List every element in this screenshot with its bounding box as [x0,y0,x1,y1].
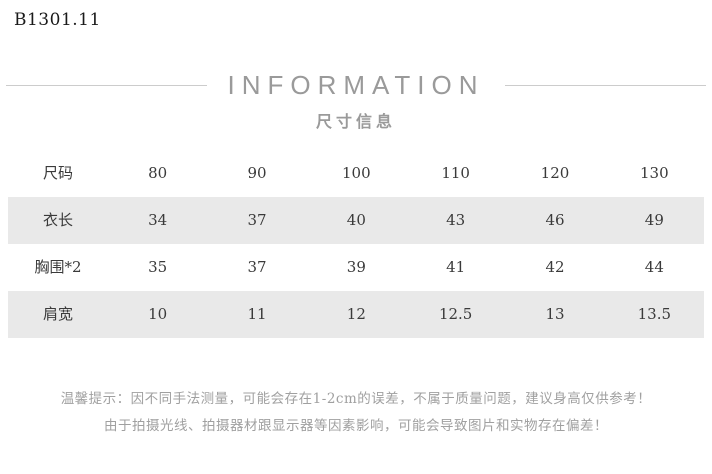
table-cell: 49 [644,211,664,229]
table-cell: 10 [148,305,168,323]
table-cell: 13.5 [637,305,672,323]
title-row: INFORMATION [6,70,706,101]
row-label: 衣长 [42,211,73,229]
row-label: 肩宽 [42,305,73,323]
table-cell: 43 [446,211,466,229]
table-row: 衣长 34 37 40 43 46 49 [8,197,704,244]
divider-line-left [6,85,208,86]
column-header: 90 [247,164,267,182]
table-cell: 37 [247,258,267,276]
table-row: 胸围*2 35 37 39 41 42 44 [8,244,704,291]
table-cell: 44 [644,258,664,276]
table-cell: 37 [247,211,267,229]
row-label: 胸围*2 [34,258,82,276]
tips-line-2: 由于拍摄光线、拍摄器材跟显示器等因素影响，可能会导致图片和实物存在偏差！ [104,418,608,434]
tips-line-1: 温馨提示：因不同手法测量，可能会存在1-2cm的误差，不属于质量问题，建议身高仅… [60,391,652,407]
table-cell: 11 [247,305,267,323]
product-code: B1301.11 [14,10,101,30]
table-cell: 42 [545,258,565,276]
table-cell: 40 [346,211,366,229]
table-cell: 39 [346,258,366,276]
column-header: 80 [148,164,168,182]
column-header: 100 [342,164,371,182]
column-header: 110 [441,164,470,182]
divider-line-right [504,85,706,86]
table-row: 肩宽 10 11 12 12.5 13 13.5 [8,291,704,338]
table-cell: 46 [545,211,565,229]
table-cell: 34 [148,211,168,229]
column-header: 130 [640,164,669,182]
table-cell: 12.5 [438,305,473,323]
table-cell: 41 [446,258,466,276]
column-header-label: 尺码 [42,164,73,182]
page-subtitle: 尺寸信息 [315,114,396,131]
tips-note: 温馨提示：因不同手法测量，可能会存在1-2cm的误差，不属于质量问题，建议身高仅… [0,386,712,440]
size-table: 尺码 80 90 100 110 120 130 衣长 34 37 40 43 … [8,150,704,338]
table-cell: 12 [346,305,366,323]
column-header: 120 [540,164,570,182]
page-title: INFORMATION [227,70,485,100]
table-header-row: 尺码 80 90 100 110 120 130 [8,150,704,197]
title-block: INFORMATION 尺寸信息 [0,70,712,132]
table-cell: 13 [545,305,565,323]
table-cell: 35 [148,258,168,276]
